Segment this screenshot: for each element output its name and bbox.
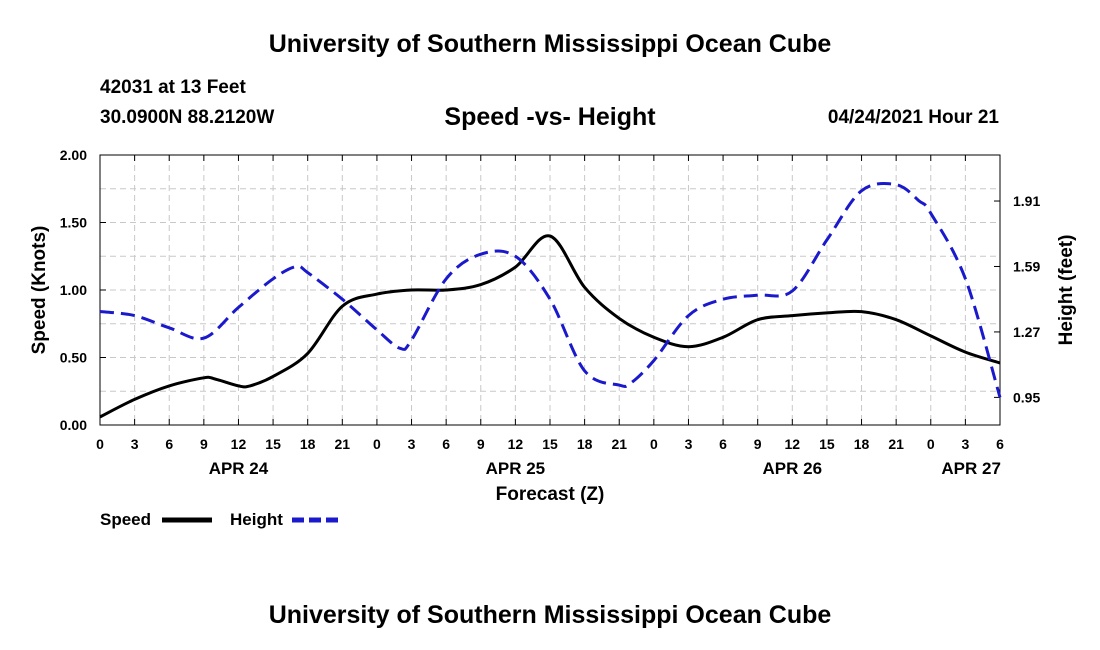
chart-title: Speed -vs- Height [444,103,656,131]
station-label: 42031 at 13 Feet [100,77,246,98]
x-tick-label: 6 [442,436,450,452]
y2-tick-label: 0.95 [1013,389,1040,405]
x-tick-label: 0 [650,436,658,452]
y2-tick-label: 1.27 [1013,324,1040,340]
speed-series-line [99,234,1001,419]
y-axis-label: Speed (Knots) [29,226,50,355]
date-label: APR 24 [209,459,269,478]
x-tick-label: 3 [131,436,139,452]
x-axis-label: Forecast (Z) [496,484,605,505]
x-tick-label: 21 [888,436,904,452]
x-tick-label: 0 [373,436,381,452]
date-label: APR 25 [486,459,546,478]
y-tick-label: 2.00 [60,147,87,163]
y-tick-label: 1.50 [60,215,87,231]
legend-height-label: Height [230,510,283,529]
y2-tick-label: 1.91 [1013,193,1040,209]
x-tick-label: 3 [685,436,693,452]
plot-frame [99,154,1001,426]
y-tick-label: 1.00 [60,282,87,298]
y2-tick-label: 1.59 [1013,258,1040,274]
x-tick-label: 0 [96,436,104,452]
x-tick-label: 12 [231,436,247,452]
x-tick-label: 15 [819,436,835,452]
x-tick-label: 3 [961,436,969,452]
forecast-date-label: 04/24/2021 Hour 21 [827,107,999,128]
x-tick-label: 18 [854,436,870,452]
x-tick-label: 6 [165,436,173,452]
y-tick-label: 0.00 [60,417,87,433]
x-tick-label: 9 [200,436,208,452]
x-tick-label: 15 [265,436,281,452]
x-tick-label: 21 [611,436,627,452]
x-tick-label: 9 [754,436,762,452]
x-tick-label: 18 [300,436,316,452]
x-tick-label: 6 [996,436,1004,452]
x-tick-label: 12 [508,436,524,452]
y2-axis-label: Height (feet) [1056,235,1077,346]
page-title-bottom: University of Southern Mississippi Ocean… [268,601,832,629]
x-tick-label: 3 [408,436,416,452]
x-tick-label: 18 [577,436,593,452]
coordinates-label: 30.0900N 88.2120W [100,107,275,128]
x-tick-label: 9 [477,436,485,452]
x-tick-label: 21 [335,436,351,452]
date-label: APR 26 [763,459,823,478]
legend-speed-label: Speed [100,510,151,529]
x-tick-label: 6 [719,436,727,452]
date-label: APR 27 [941,459,1001,478]
page-title-top: University of Southern Mississippi Ocean… [268,30,832,58]
x-tick-label: 0 [927,436,935,452]
x-tick-label: 12 [785,436,801,452]
height-series-line [99,181,1002,398]
y-tick-label: 0.50 [60,350,87,366]
x-tick-label: 15 [542,436,558,452]
